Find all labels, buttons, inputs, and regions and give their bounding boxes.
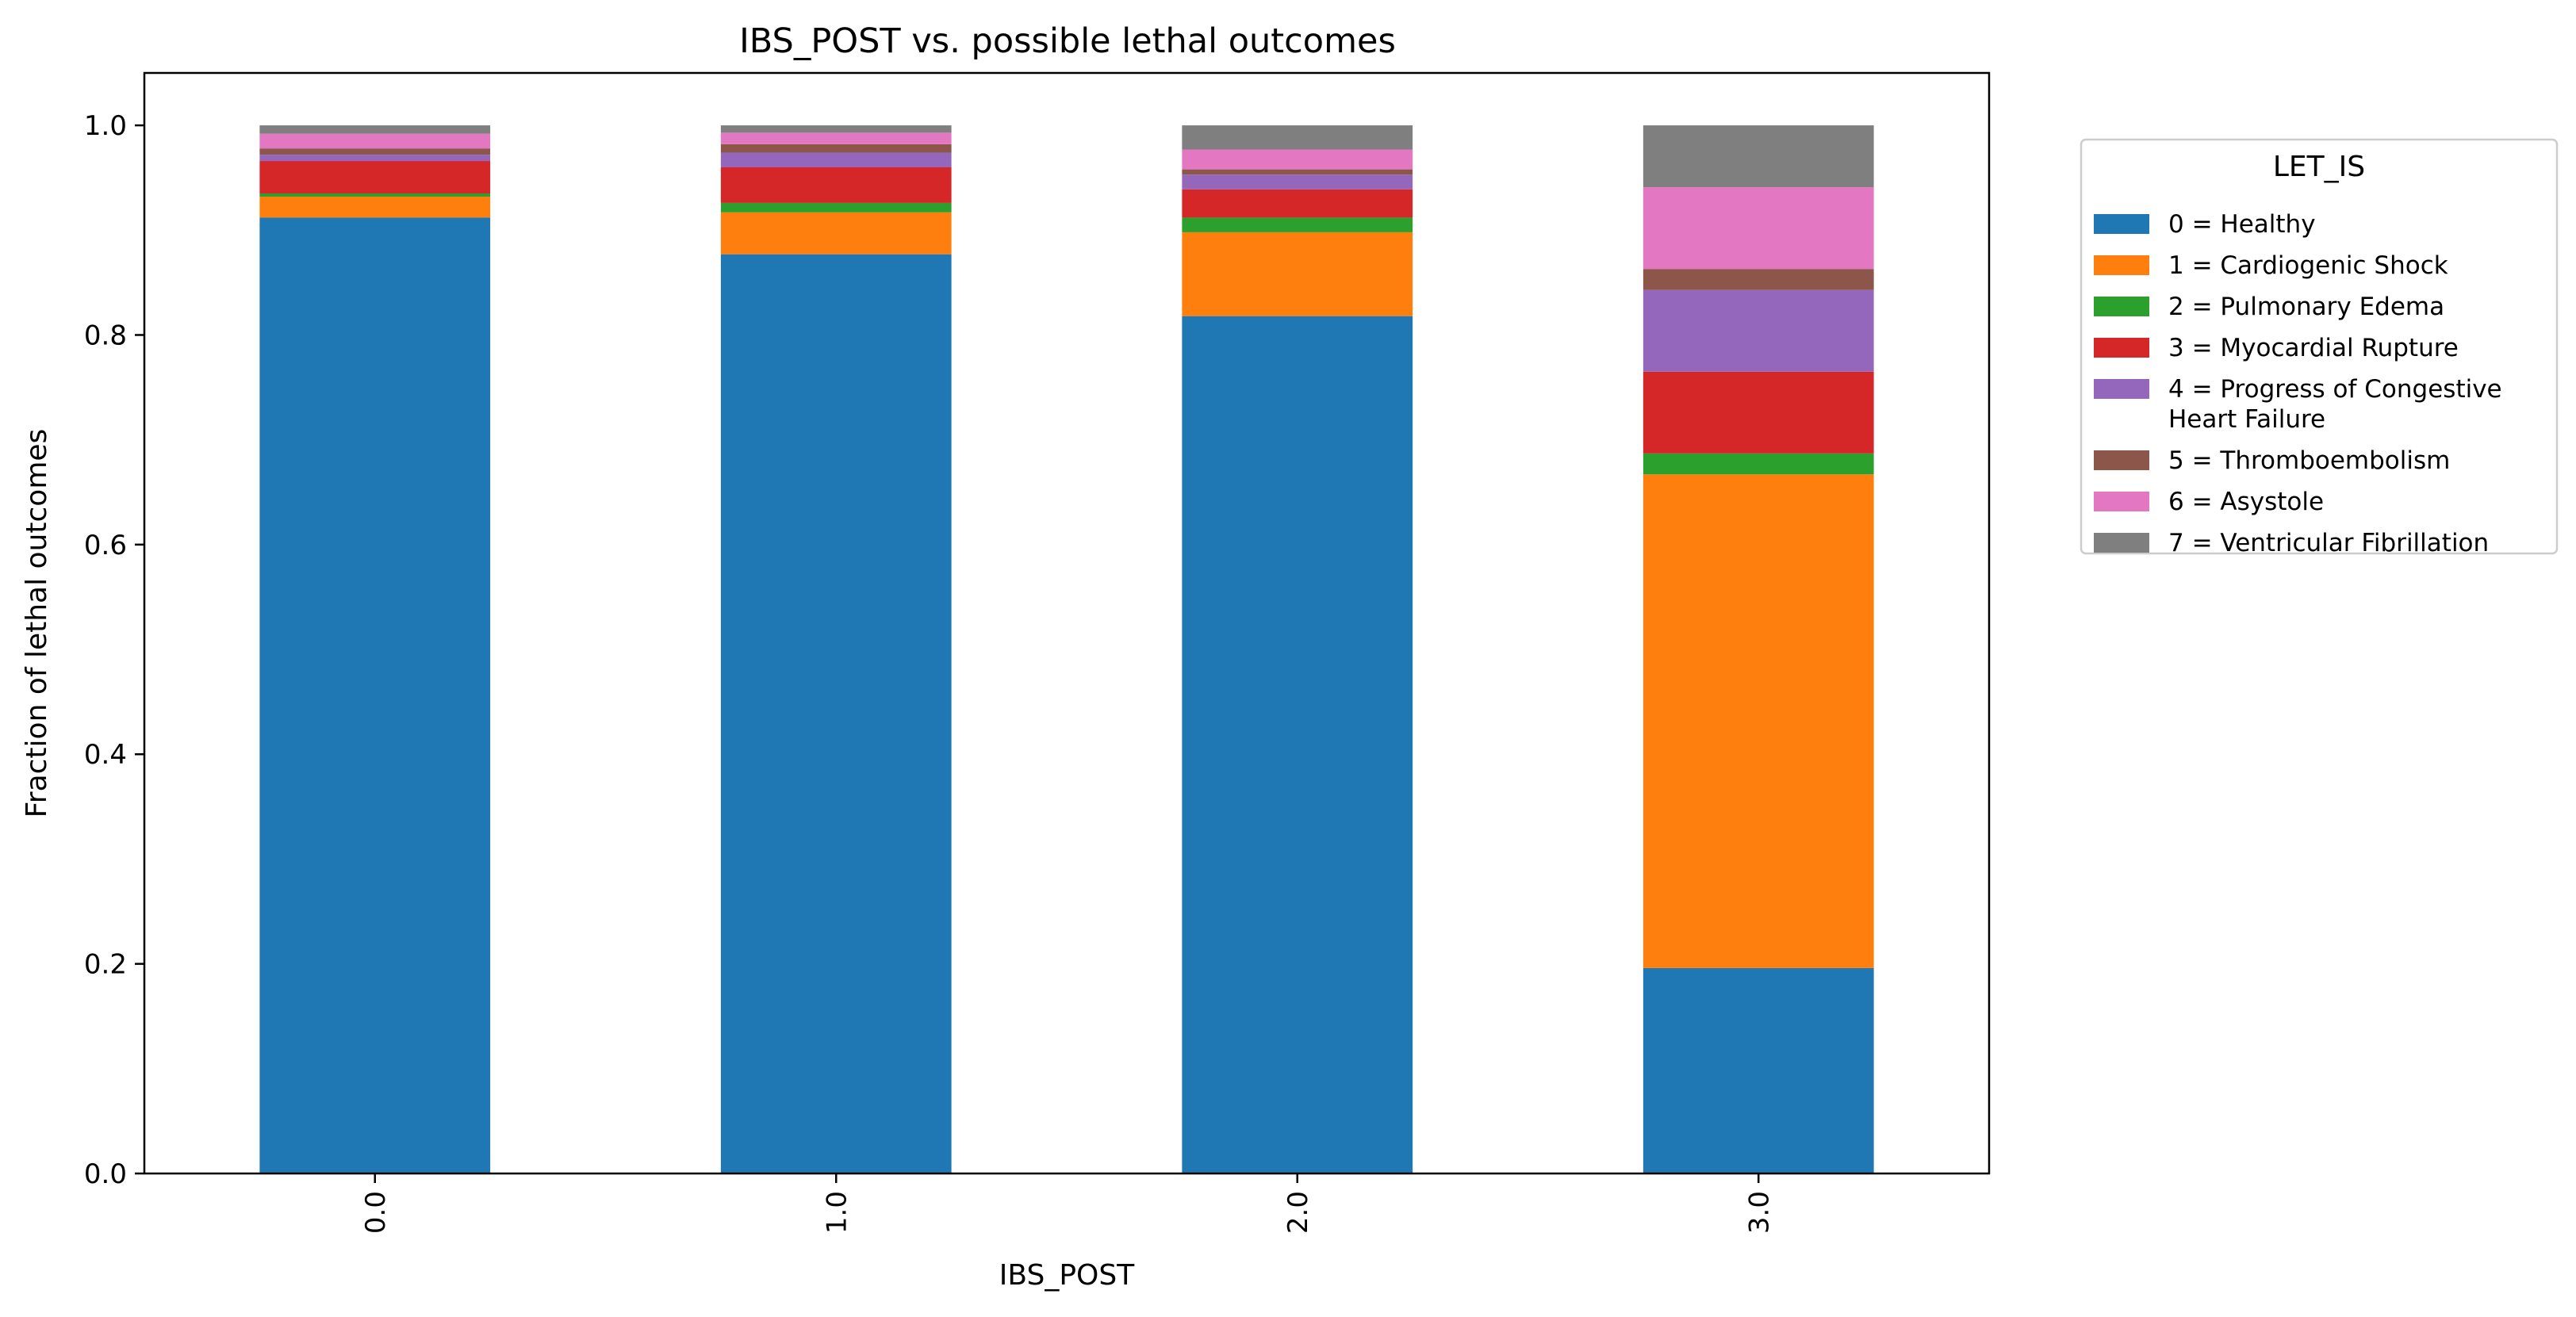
x-tick-label: 1.0: [821, 1191, 853, 1234]
bar-segment-2.0-series-1: [1182, 232, 1413, 316]
bar-segment-1.0-series-1: [720, 212, 952, 255]
bar-segment-2.0-series-4: [1182, 174, 1413, 190]
bar-segment-3.0-series-2: [1643, 453, 1874, 475]
y-axis: 0.0 0.2 0.4 0.6 0.8 1.0: [84, 110, 144, 1190]
legend-swatch: [2094, 492, 2149, 511]
x-tick-label: 0.0: [360, 1191, 392, 1234]
bar-segment-2.0-series-3: [1182, 189, 1413, 218]
bar-segment-2.0-series-7: [1182, 125, 1413, 150]
bar-segment-3.0-series-1: [1643, 474, 1874, 968]
bar-segment-1.0-series-0: [720, 254, 952, 1174]
legend-swatch: [2094, 533, 2149, 553]
bar-segment-2.0-series-2: [1182, 217, 1413, 232]
legend-label: 3 = Myocardial Rupture: [2168, 334, 2459, 362]
bars-group: [259, 125, 1874, 1174]
y-tick-label: 1.0: [84, 110, 127, 142]
legend-swatch: [2094, 450, 2149, 470]
bar-segment-1.0-series-3: [720, 167, 952, 203]
bar-segment-0.0-series-4: [259, 155, 491, 162]
x-tick-label: 3.0: [1743, 1191, 1775, 1234]
bar-segment-0.0-series-1: [259, 196, 491, 218]
bar-segment-0.0-series-3: [259, 161, 491, 194]
y-tick-label: 0.0: [84, 1158, 127, 1190]
legend-label: 5 = Thromboembolism: [2168, 446, 2450, 475]
legend-box: [2080, 138, 2559, 555]
bar-segment-1.0-series-6: [720, 132, 952, 144]
bar-segment-3.0-series-4: [1643, 289, 1874, 372]
legend-label: 6 = Asystole: [2168, 488, 2324, 516]
bar-segment-0.0-series-6: [259, 133, 491, 149]
legend-label: 7 = Ventricular Fibrillation: [2168, 529, 2489, 557]
x-axis-title: IBS_POST: [999, 1259, 1135, 1292]
legend-title: LET_IS: [2273, 151, 2365, 183]
y-tick-label: 0.8: [84, 320, 127, 351]
legend: LET_IS 0 = Healthy 1 = Cardiogenic Shock 2…: [2080, 138, 2559, 557]
y-tick-label: 0.2: [84, 949, 127, 981]
y-axis-title: Fraction of lethal outcomes: [21, 429, 53, 818]
legend-label: 4 = Progress of Congestive: [2168, 375, 2502, 404]
bar-segment-2.0-series-5: [1182, 169, 1413, 175]
legend-swatch: [2094, 297, 2149, 316]
plot-frame: [143, 71, 1991, 1175]
bar-segment-1.0-series-5: [720, 144, 952, 153]
legend-label: 1 = Cardiogenic Shock: [2168, 251, 2448, 280]
bar-segment-1.0-series-4: [720, 152, 952, 167]
bar-segment-3.0-series-5: [1643, 269, 1874, 290]
legend-label: 2 = Pulmonary Edema: [2168, 293, 2444, 321]
bar-segment-2.0-series-6: [1182, 149, 1413, 170]
y-tick-label: 0.4: [84, 739, 127, 771]
x-tick-label: 2.0: [1282, 1191, 1314, 1234]
bar-segment-0.0-series-5: [259, 148, 491, 155]
bar-segment-1.0-series-2: [720, 202, 952, 212]
legend-items: 0 = Healthy 1 = Cardiogenic Shock 2 = Pulm…: [2094, 210, 2502, 557]
bar-segment-1.0-series-7: [720, 125, 952, 133]
bar-segment-3.0-series-7: [1643, 125, 1874, 188]
bar-segment-0.0-series-7: [259, 125, 491, 134]
legend-swatch: [2094, 338, 2149, 358]
legend-swatch: [2094, 255, 2149, 275]
bar-segment-3.0-series-3: [1643, 371, 1874, 454]
bar-segment-3.0-series-0: [1643, 967, 1874, 1173]
chart-title: IBS_POST vs. possible lethal outcomes: [739, 21, 1396, 61]
bar-segment-2.0-series-0: [1182, 316, 1413, 1174]
legend-label: 0 = Healthy: [2168, 210, 2316, 239]
y-tick-label: 0.6: [84, 530, 127, 561]
legend-swatch: [2094, 379, 2149, 399]
bar-segment-0.0-series-2: [259, 193, 491, 197]
legend-label: Heart Failure: [2168, 405, 2325, 434]
bar-segment-0.0-series-0: [259, 217, 491, 1173]
legend-swatch: [2094, 214, 2149, 234]
bar-segment-3.0-series-6: [1643, 187, 1874, 270]
x-axis: 0.0 1.0 2.0 3.0: [360, 1173, 1775, 1234]
